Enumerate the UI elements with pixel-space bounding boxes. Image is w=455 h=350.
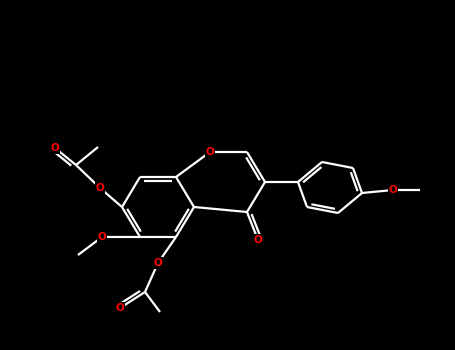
Text: O: O [96, 183, 104, 193]
Text: O: O [389, 185, 397, 195]
Text: O: O [154, 258, 162, 268]
Text: O: O [116, 303, 124, 313]
Text: O: O [51, 143, 59, 153]
Text: O: O [206, 147, 214, 157]
Text: O: O [98, 232, 106, 242]
Text: O: O [253, 235, 263, 245]
